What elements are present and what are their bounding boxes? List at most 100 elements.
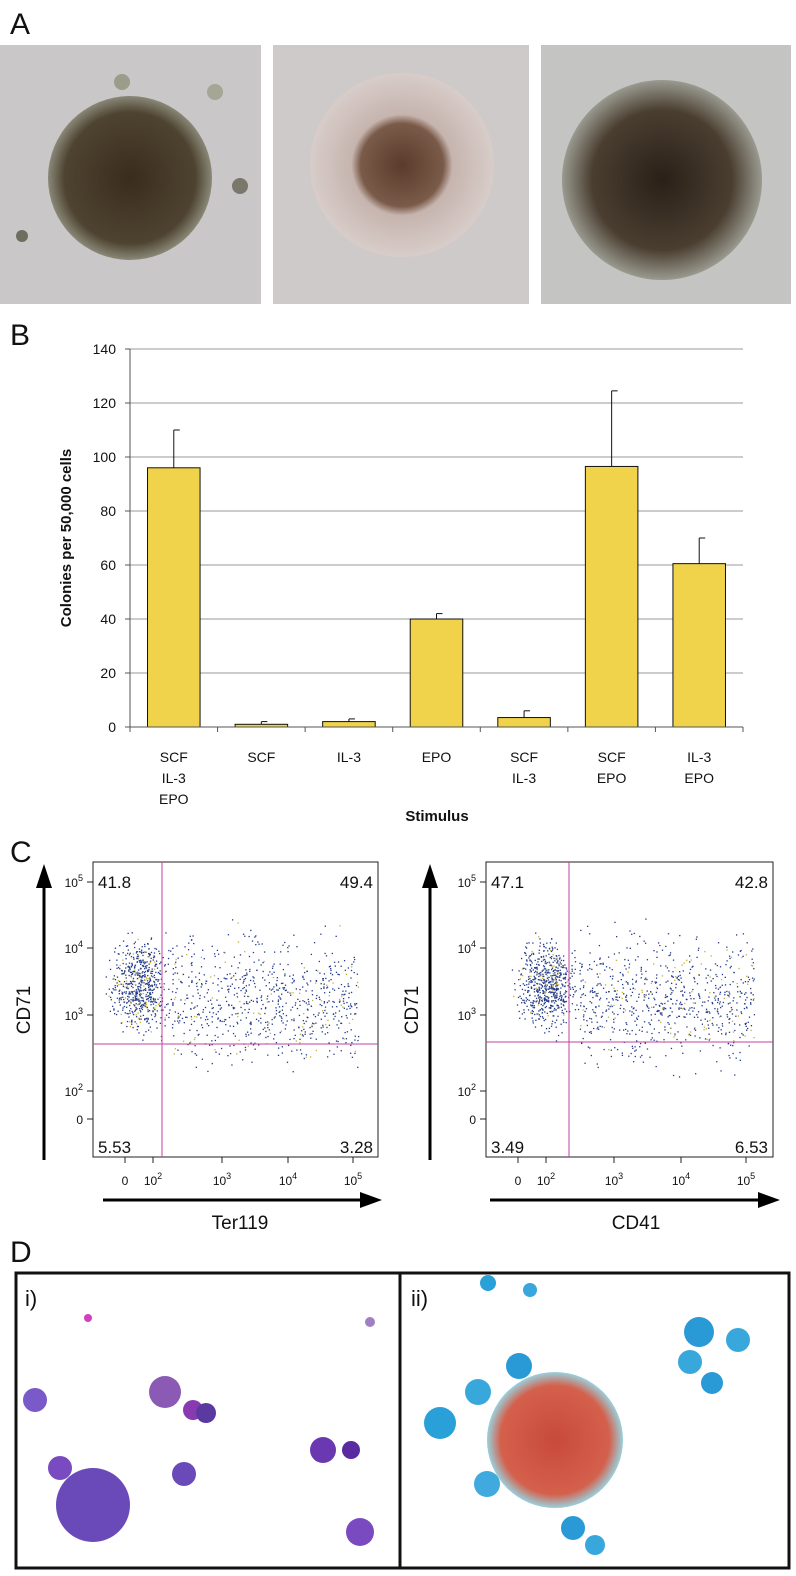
event-dot <box>555 997 557 999</box>
arrow-head <box>758 1192 780 1208</box>
event-dot <box>346 1031 349 1033</box>
event-dot <box>145 994 147 996</box>
event-dot <box>150 937 153 939</box>
event-dot <box>152 1003 155 1005</box>
event-dot <box>746 996 748 999</box>
event-dot <box>678 1076 681 1078</box>
event-dot <box>197 1034 199 1036</box>
event-dot <box>149 996 152 998</box>
event-dot <box>339 1000 341 1002</box>
event-dot <box>554 969 556 971</box>
event-dot <box>138 1003 140 1005</box>
event-dot <box>319 998 321 1001</box>
event-dot <box>526 1005 528 1008</box>
event-dot <box>598 944 601 947</box>
event-dot <box>128 962 131 964</box>
event-dot <box>126 1020 129 1023</box>
event-dot <box>147 997 149 1000</box>
event-dot <box>333 961 336 963</box>
event-dot <box>200 986 202 988</box>
event-dot <box>262 970 264 973</box>
bar <box>409 618 464 728</box>
event-dot <box>126 1012 128 1015</box>
event-dot <box>545 980 548 983</box>
event-dot <box>556 976 559 978</box>
event-dot <box>716 1061 718 1063</box>
event-dot <box>120 969 123 972</box>
event-dot <box>315 980 318 982</box>
event-dot <box>135 1003 137 1005</box>
event-dot <box>256 1000 258 1002</box>
panel-label: B <box>10 319 30 352</box>
event-dot <box>145 1017 148 1020</box>
event-dot <box>518 1010 520 1013</box>
event-dot <box>612 1031 614 1033</box>
event-dot <box>223 1020 225 1023</box>
event-dot <box>154 1015 156 1018</box>
event-dot <box>667 1016 669 1018</box>
event-dot <box>151 970 154 972</box>
event-dot <box>632 1008 634 1010</box>
event-dot <box>227 989 229 991</box>
event-dot <box>581 965 583 967</box>
event-dot <box>672 1003 674 1005</box>
event-dot <box>134 1021 136 1023</box>
event-dot <box>172 1023 174 1026</box>
event-dot <box>142 975 145 977</box>
event-dot <box>170 998 173 1001</box>
event-dot <box>597 1026 599 1029</box>
event-dot <box>146 1006 148 1008</box>
event-dot <box>197 1013 200 1015</box>
event-dot <box>164 1025 166 1027</box>
event-dot <box>187 997 189 999</box>
event-dot <box>611 997 614 1000</box>
event-dot <box>148 968 150 971</box>
event-dot <box>552 1000 555 1002</box>
event-dot <box>676 976 678 979</box>
event-dot <box>744 993 746 995</box>
event-dot <box>139 1003 141 1005</box>
event-dot <box>551 967 554 969</box>
event-dot <box>672 971 674 973</box>
event-dot <box>125 974 127 976</box>
event-dot <box>621 983 624 986</box>
event-dot <box>125 945 128 947</box>
event-dot <box>684 991 686 993</box>
event-dot <box>723 997 725 1000</box>
event-dot <box>556 992 558 995</box>
event-dot <box>227 1054 229 1057</box>
event-dot <box>165 1003 168 1006</box>
event-dot <box>597 1066 599 1069</box>
event-dot <box>139 994 141 996</box>
event-dot <box>231 919 234 921</box>
event-dot <box>289 975 291 977</box>
event-dot <box>529 969 531 971</box>
event-dot <box>750 992 752 994</box>
event-dot <box>353 956 355 959</box>
event-dot <box>532 1000 534 1002</box>
event-dot <box>565 968 568 970</box>
event-dot <box>329 965 331 967</box>
event-dot <box>655 991 658 994</box>
event-dot <box>131 962 133 965</box>
event-dot <box>531 962 533 964</box>
event-dot <box>580 1002 582 1004</box>
event-dot <box>134 997 136 999</box>
event-dot <box>625 999 627 1001</box>
event-dot <box>544 992 546 994</box>
event-dot <box>689 992 691 994</box>
event-dot <box>539 992 541 994</box>
event-dot <box>584 994 587 997</box>
event-dot <box>589 933 591 935</box>
event-dot <box>239 954 242 956</box>
event-dot <box>556 988 558 990</box>
event-dot <box>556 1005 558 1007</box>
event-dot <box>151 1018 154 1021</box>
event-dot <box>555 996 557 998</box>
event-dot <box>707 1024 709 1026</box>
event-dot <box>202 1011 204 1013</box>
quadrant-value: 41.8 <box>98 873 131 892</box>
event-dot <box>131 932 133 934</box>
event-dot <box>543 968 546 970</box>
event-dot <box>699 1050 702 1052</box>
